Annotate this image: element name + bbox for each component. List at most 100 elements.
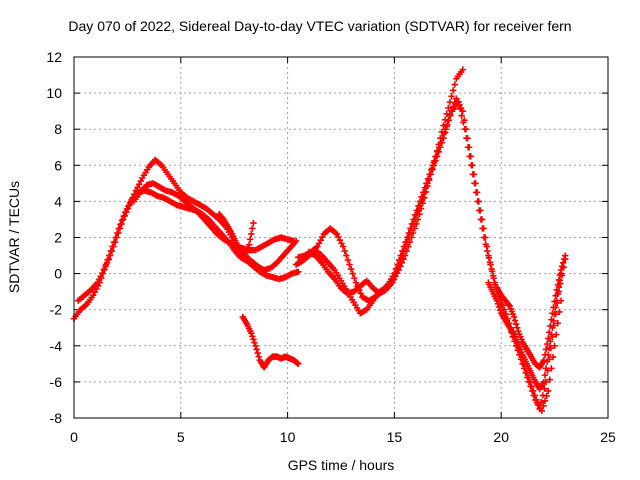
data-point [546, 344, 553, 352]
data-point [435, 141, 442, 148]
data-point [416, 210, 423, 218]
data-point [294, 359, 301, 367]
data-point [347, 265, 355, 273]
data-point [417, 205, 425, 212]
series-track-10 [239, 313, 302, 371]
data-point [295, 360, 302, 368]
data-point [107, 252, 114, 259]
series-track-2 [75, 156, 300, 304]
data-point [443, 123, 450, 130]
data-point [401, 252, 409, 259]
data-point [349, 270, 356, 277]
data-point [445, 117, 452, 124]
data-point [449, 87, 457, 94]
data-point [477, 207, 484, 214]
data-point [413, 220, 420, 228]
data-point [395, 266, 402, 274]
data-point [554, 281, 562, 289]
data-point [250, 219, 257, 227]
data-point [408, 234, 415, 241]
data-point [552, 292, 559, 299]
data-point [472, 180, 479, 187]
data-point [339, 243, 347, 250]
data-point [511, 317, 519, 324]
data-point [541, 351, 549, 359]
data-point [248, 329, 255, 337]
x-tick-label: 0 [70, 429, 78, 445]
data-point [254, 349, 261, 357]
data-point [496, 306, 504, 314]
data-point [446, 111, 454, 118]
data-point [441, 116, 449, 123]
data-point [250, 336, 257, 343]
data-point [561, 255, 568, 263]
data-point [530, 387, 537, 395]
data-point [397, 263, 404, 270]
data-point [551, 298, 558, 305]
data-point [541, 397, 549, 405]
data-point [451, 81, 458, 88]
data-point [255, 353, 262, 360]
data-point [425, 176, 433, 184]
x-tick-label: 15 [387, 429, 403, 445]
data-point [489, 272, 497, 280]
data-point [557, 266, 565, 274]
data-point [470, 171, 478, 178]
data-point [343, 252, 350, 259]
y-tick-label: -4 [50, 338, 63, 354]
data-point [424, 182, 431, 190]
data-point [124, 205, 132, 212]
data-point [445, 104, 452, 112]
x-tick-label: 20 [493, 429, 509, 445]
data-point [241, 255, 249, 263]
data-point [551, 342, 558, 349]
y-tick-label: -8 [50, 410, 63, 426]
data-point [446, 98, 454, 106]
data-point [546, 329, 553, 336]
data-point [357, 290, 364, 297]
y-tick-label: 4 [54, 193, 62, 209]
data-point [488, 265, 495, 273]
data-point [253, 346, 260, 353]
data-point [493, 297, 501, 304]
data-point [526, 378, 534, 386]
series-track-1 [70, 187, 302, 322]
data-point [100, 266, 108, 274]
data-point [540, 402, 547, 410]
data-point [249, 333, 256, 340]
data-point [547, 322, 554, 330]
data-point [121, 212, 128, 220]
data-point [485, 252, 492, 259]
data-point [105, 255, 112, 263]
series-track-9 [493, 252, 569, 371]
data-point [118, 220, 125, 228]
data-point [295, 268, 302, 275]
data-point [438, 139, 446, 146]
data-point [422, 188, 430, 196]
data-point [429, 165, 436, 172]
data-point [543, 340, 551, 348]
y-tick-label: -6 [50, 374, 63, 390]
data-point [116, 225, 124, 232]
data-point [512, 320, 520, 328]
data-point [546, 376, 553, 383]
data-point [419, 200, 426, 207]
data-point [242, 252, 250, 259]
data-point [553, 286, 560, 294]
data-point [443, 110, 450, 118]
data-point [528, 383, 535, 390]
data-point [247, 236, 254, 243]
series-track-3 [130, 180, 298, 254]
data-point [458, 112, 465, 119]
data-point [440, 122, 447, 129]
data-point [103, 259, 111, 266]
data-point [562, 252, 569, 259]
data-point [438, 128, 446, 136]
data-point [113, 234, 120, 241]
data-point [411, 225, 418, 232]
data-point [290, 237, 298, 245]
chart-title: Day 070 of 2022, Sidereal Day-to-day VTE… [68, 18, 572, 34]
data-point [414, 216, 422, 223]
data-point [244, 245, 252, 252]
data-point [108, 247, 116, 255]
